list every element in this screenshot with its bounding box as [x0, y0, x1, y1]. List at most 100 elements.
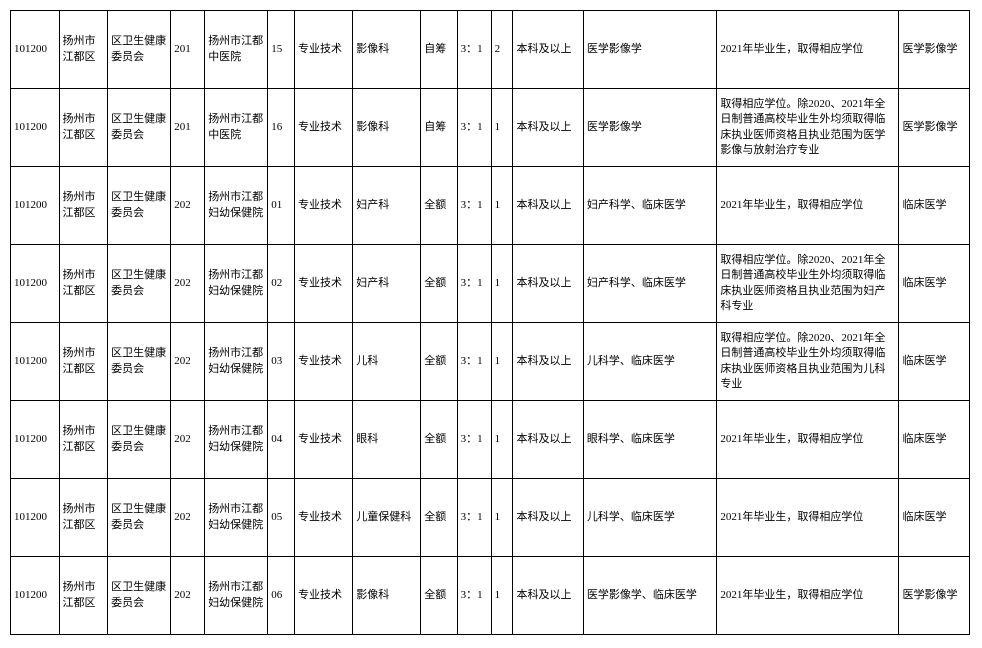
table-cell: 妇产科	[353, 245, 421, 323]
table-cell: 101200	[11, 401, 60, 479]
table-cell: 16	[268, 89, 295, 167]
table-cell: 医学影像学	[583, 89, 717, 167]
table-cell: 3：1	[457, 11, 491, 89]
table-cell: 3：1	[457, 323, 491, 401]
table-cell: 专业技术	[295, 557, 353, 635]
table-cell: 取得相应学位。除2020、2021年全日制普通高校毕业生外均须取得临床执业医师资…	[717, 323, 899, 401]
table-cell: 1	[491, 167, 513, 245]
table-cell: 扬州市江都妇幼保健院	[205, 557, 268, 635]
table-cell: 儿科	[353, 323, 421, 401]
table-cell: 取得相应学位。除2020、2021年全日制普通高校毕业生外均须取得临床执业医师资…	[717, 245, 899, 323]
table-cell: 101200	[11, 323, 60, 401]
table-cell: 妇产科	[353, 167, 421, 245]
table-cell: 儿科学、临床医学	[583, 323, 717, 401]
table-cell: 本科及以上	[513, 11, 583, 89]
table-cell: 101200	[11, 167, 60, 245]
table-body: 101200扬州市江都区区卫生健康委员会201扬州市江都中医院15专业技术影像科…	[11, 11, 970, 635]
table-cell: 眼科学、临床医学	[583, 401, 717, 479]
table-cell: 05	[268, 479, 295, 557]
table-cell: 全额	[421, 557, 457, 635]
table-cell: 2	[491, 11, 513, 89]
table-cell: 专业技术	[295, 479, 353, 557]
table-cell: 3：1	[457, 167, 491, 245]
table-cell: 扬州市江都区	[59, 245, 108, 323]
table-cell: 201	[171, 89, 205, 167]
table-cell: 区卫生健康委员会	[108, 89, 171, 167]
table-cell: 影像科	[353, 557, 421, 635]
table-cell: 全额	[421, 167, 457, 245]
table-cell: 儿科学、临床医学	[583, 479, 717, 557]
table-cell: 1	[491, 479, 513, 557]
table-cell: 01	[268, 167, 295, 245]
table-cell: 医学影像学	[583, 11, 717, 89]
table-cell: 本科及以上	[513, 401, 583, 479]
table-cell: 区卫生健康委员会	[108, 11, 171, 89]
table-cell: 本科及以上	[513, 89, 583, 167]
table-row: 101200扬州市江都区区卫生健康委员会202扬州市江都妇幼保健院01专业技术妇…	[11, 167, 970, 245]
table-cell: 眼科	[353, 401, 421, 479]
table-cell: 医学影像学	[899, 11, 970, 89]
table-cell: 临床医学	[899, 479, 970, 557]
table-cell: 扬州市江都区	[59, 401, 108, 479]
table-cell: 专业技术	[295, 167, 353, 245]
table-cell: 202	[171, 401, 205, 479]
table-cell: 临床医学	[899, 401, 970, 479]
table-cell: 02	[268, 245, 295, 323]
table-cell: 本科及以上	[513, 557, 583, 635]
table-cell: 2021年毕业生，取得相应学位	[717, 401, 899, 479]
table-cell: 儿童保健科	[353, 479, 421, 557]
recruitment-table: 101200扬州市江都区区卫生健康委员会201扬州市江都中医院15专业技术影像科…	[10, 10, 970, 635]
table-cell: 2021年毕业生，取得相应学位	[717, 11, 899, 89]
table-cell: 2021年毕业生，取得相应学位	[717, 557, 899, 635]
table-cell: 06	[268, 557, 295, 635]
table-cell: 医学影像学	[899, 89, 970, 167]
table-cell: 1	[491, 401, 513, 479]
table-cell: 区卫生健康委员会	[108, 401, 171, 479]
table-cell: 本科及以上	[513, 323, 583, 401]
table-cell: 本科及以上	[513, 245, 583, 323]
table-row: 101200扬州市江都区区卫生健康委员会201扬州市江都中医院15专业技术影像科…	[11, 11, 970, 89]
table-cell: 扬州市江都中医院	[205, 11, 268, 89]
table-cell: 202	[171, 479, 205, 557]
table-cell: 101200	[11, 557, 60, 635]
table-cell: 202	[171, 323, 205, 401]
table-cell: 专业技术	[295, 89, 353, 167]
table-cell: 扬州市江都妇幼保健院	[205, 167, 268, 245]
table-cell: 临床医学	[899, 167, 970, 245]
table-cell: 自筹	[421, 89, 457, 167]
table-cell: 扬州市江都区	[59, 89, 108, 167]
table-cell: 专业技术	[295, 245, 353, 323]
table-cell: 扬州市江都区	[59, 11, 108, 89]
table-cell: 15	[268, 11, 295, 89]
table-cell: 3：1	[457, 479, 491, 557]
table-cell: 03	[268, 323, 295, 401]
table-cell: 扬州市江都区	[59, 323, 108, 401]
table-cell: 扬州市江都妇幼保健院	[205, 401, 268, 479]
table-cell: 201	[171, 11, 205, 89]
table-cell: 临床医学	[899, 245, 970, 323]
table-cell: 医学影像学	[899, 557, 970, 635]
table-row: 101200扬州市江都区区卫生健康委员会202扬州市江都妇幼保健院06专业技术影…	[11, 557, 970, 635]
table-row: 101200扬州市江都区区卫生健康委员会202扬州市江都妇幼保健院04专业技术眼…	[11, 401, 970, 479]
table-cell: 专业技术	[295, 323, 353, 401]
table-cell: 临床医学	[899, 323, 970, 401]
table-cell: 取得相应学位。除2020、2021年全日制普通高校毕业生外均须取得临床执业医师资…	[717, 89, 899, 167]
table-cell: 影像科	[353, 11, 421, 89]
table-cell: 3：1	[457, 557, 491, 635]
table-cell: 3：1	[457, 401, 491, 479]
table-cell: 101200	[11, 11, 60, 89]
table-cell: 区卫生健康委员会	[108, 479, 171, 557]
table-cell: 扬州市江都区	[59, 479, 108, 557]
table-cell: 扬州市江都妇幼保健院	[205, 245, 268, 323]
table-row: 101200扬州市江都区区卫生健康委员会202扬州市江都妇幼保健院05专业技术儿…	[11, 479, 970, 557]
table-cell: 扬州市江都妇幼保健院	[205, 479, 268, 557]
table-row: 101200扬州市江都区区卫生健康委员会201扬州市江都中医院16专业技术影像科…	[11, 89, 970, 167]
table-cell: 101200	[11, 89, 60, 167]
table-cell: 202	[171, 167, 205, 245]
table-cell: 全额	[421, 245, 457, 323]
table-cell: 2021年毕业生，取得相应学位	[717, 479, 899, 557]
table-cell: 扬州市江都区	[59, 557, 108, 635]
table-cell: 扬州市江都妇幼保健院	[205, 323, 268, 401]
table-cell: 2021年毕业生，取得相应学位	[717, 167, 899, 245]
table-cell: 妇产科学、临床医学	[583, 167, 717, 245]
